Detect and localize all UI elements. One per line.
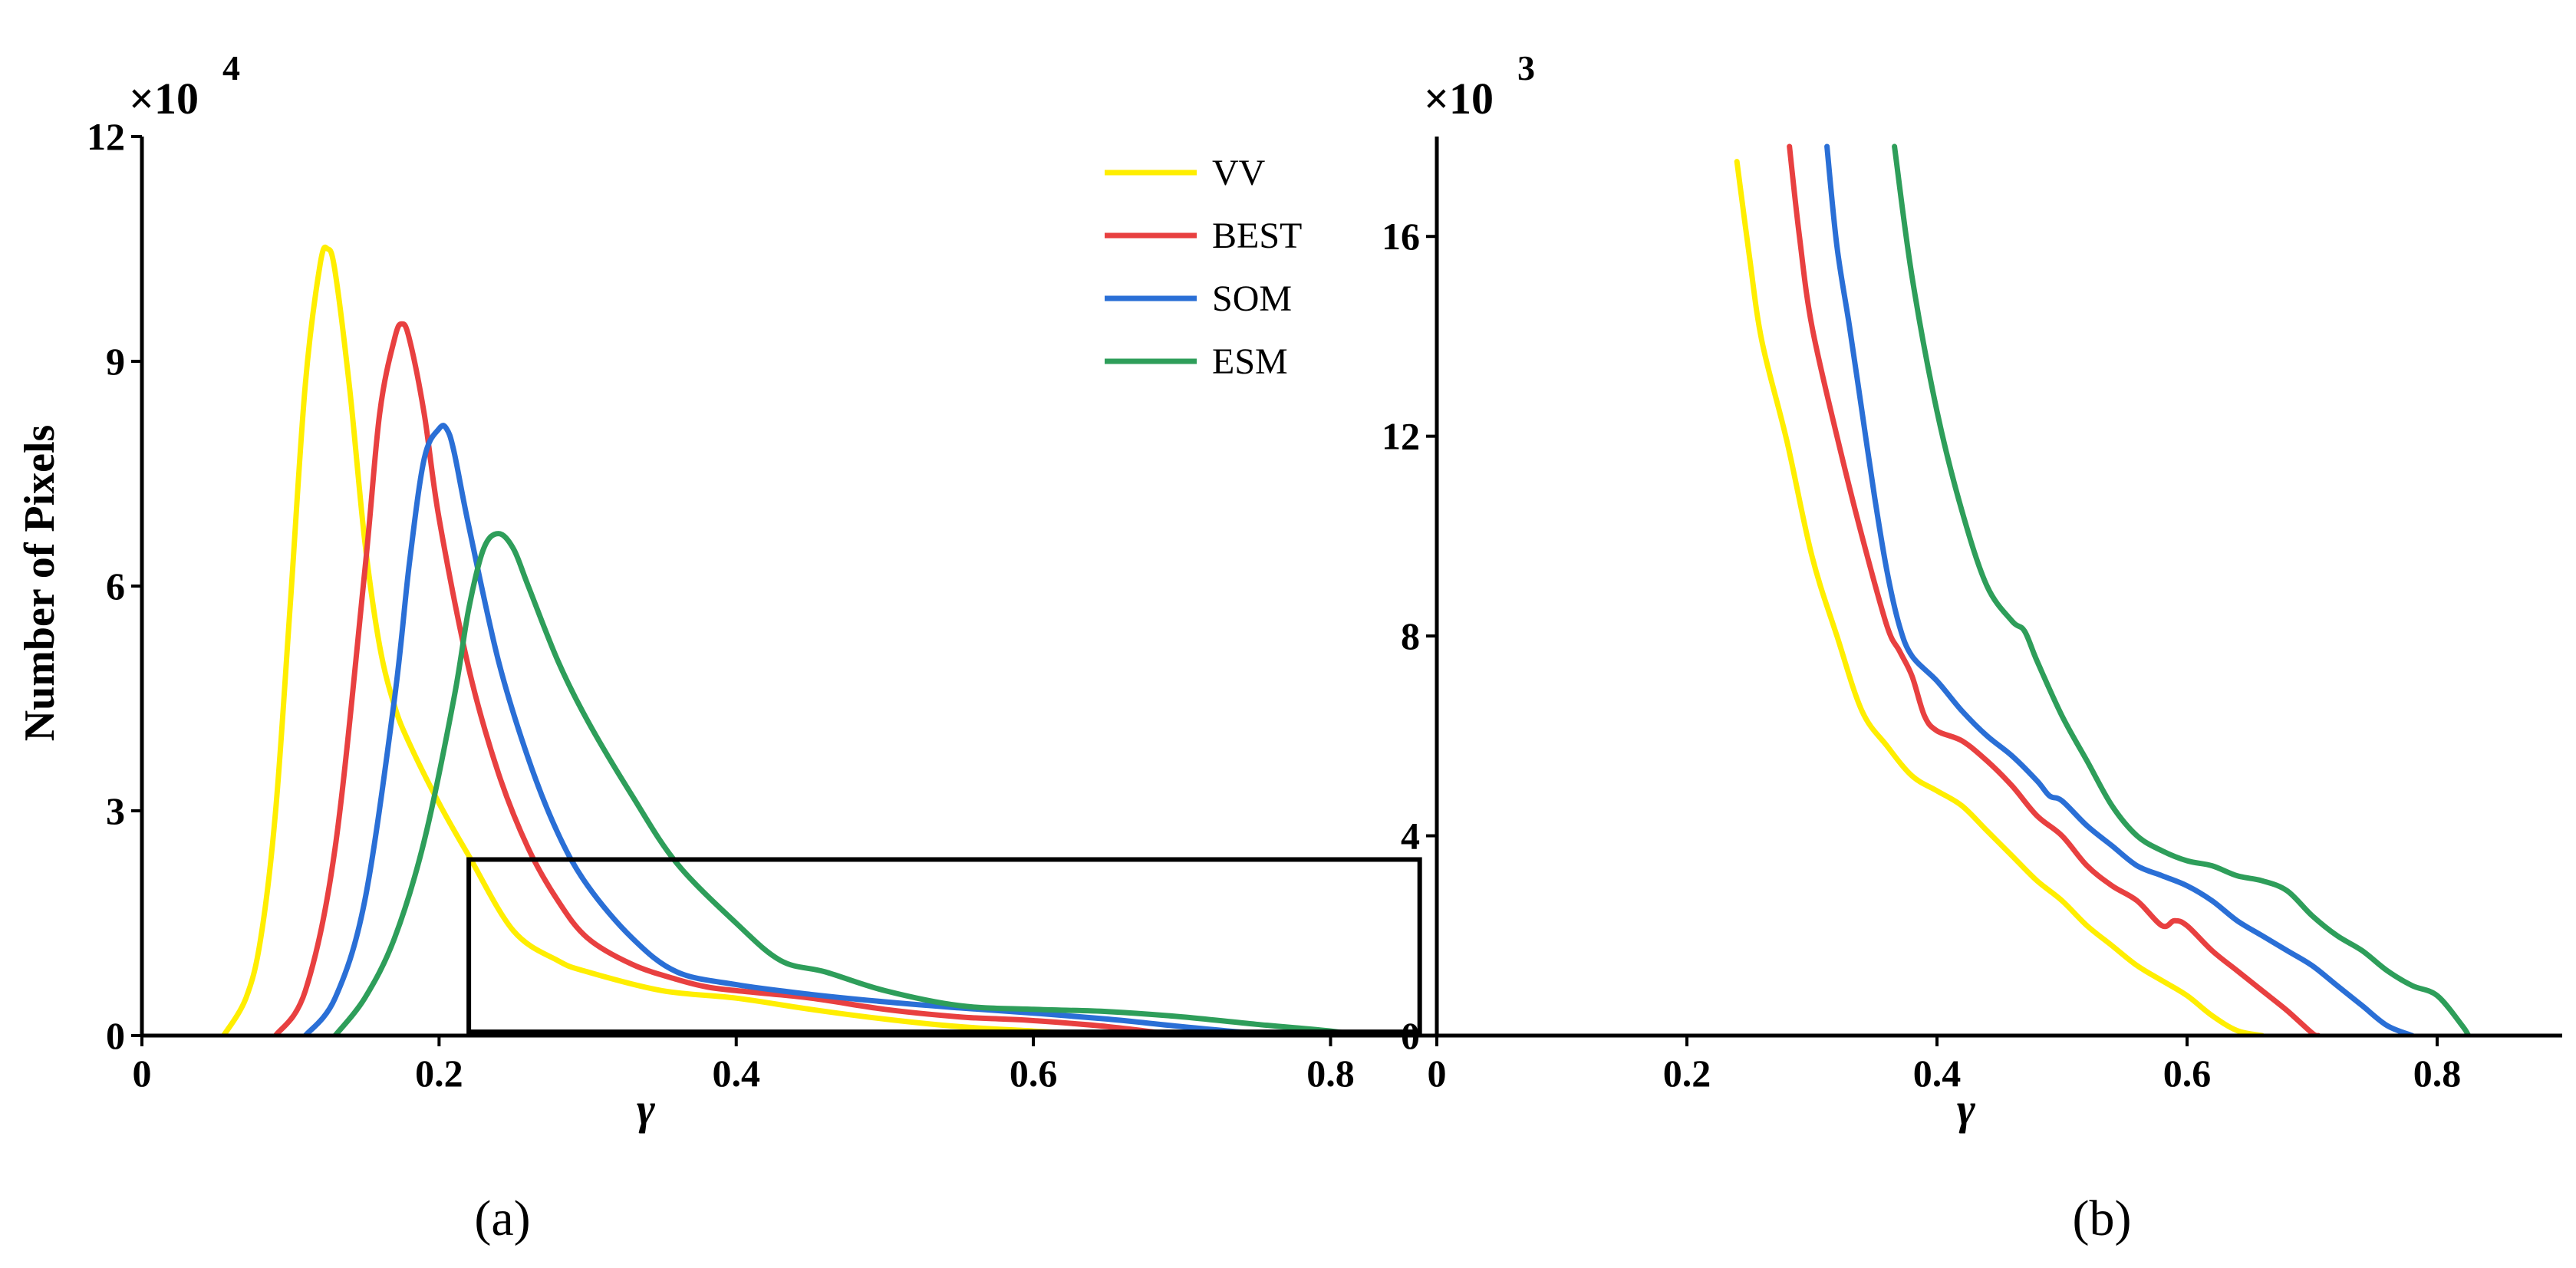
panel-b-series-vv-line: [1734, 159, 2265, 1037]
panel-b-x-tick-label: 0.8: [2413, 1052, 2462, 1095]
panel-a-y-tick-label: 9: [106, 340, 125, 383]
panel-a-y-axis-label: Number of Pixels: [16, 425, 64, 742]
panel-a-x-axis-label: γ: [637, 1084, 656, 1134]
panel-b-y-tick-label: 0: [1401, 1014, 1420, 1057]
legend: VV BEST SOM ESM: [1105, 153, 1302, 382]
panel-a-y-tick-label: 6: [106, 565, 125, 608]
panel-a-zoom-box: [466, 857, 1422, 1035]
panel-b-x-axis-label: γ: [1957, 1084, 1976, 1134]
panel-a-series-esm-line: [332, 531, 1363, 1037]
legend-label-best: BEST: [1212, 216, 1302, 256]
caption-a: (a): [474, 1191, 530, 1247]
panel-a-plot-area: 0 0.2 0.4 0.6 0.8 0 3 6 9 12: [87, 115, 1553, 1095]
panel-b-x-tick-label: 0.2: [1663, 1052, 1711, 1095]
panel-b-y-tick-label: 16: [1382, 215, 1420, 258]
panel-b-x-tick-label: 0: [1428, 1052, 1447, 1095]
panel-a-y-tick-label: 3: [106, 789, 125, 832]
panel-a-series-group: [221, 244, 1363, 1037]
panel-a-y-tick-label: 0: [106, 1014, 125, 1057]
panel-b-y-exponent: 3: [1517, 48, 1535, 87]
panel-b-series-som-line: [1824, 143, 2415, 1037]
panel-a-y-multiplier: ×10: [129, 74, 199, 124]
panel-b-y-tick-label: 4: [1401, 815, 1420, 858]
panel-b-series-esm-line: [1892, 143, 2472, 1037]
panel-b-series-group: [1734, 143, 2472, 1037]
panel-a-y-exponent: 4: [222, 48, 240, 87]
panel-a-series-best-line: [272, 321, 1185, 1037]
legend-label-esm: ESM: [1212, 341, 1288, 382]
panel-b-y-tick-label: 12: [1382, 415, 1420, 458]
panel-a-x-tick-label: 0.8: [1306, 1052, 1355, 1095]
panel-b-series-best-line: [1787, 143, 2321, 1037]
panel-a-x-tick-label: 0.4: [712, 1052, 760, 1095]
panel-a-series-som-line: [302, 423, 1304, 1037]
panel-a-x-tick-label: 0.6: [1010, 1052, 1058, 1095]
panel-b-y-multiplier: ×10: [1424, 74, 1494, 124]
panel-a-x-tick-label: 0: [133, 1052, 152, 1095]
panel-a-x-tick-label: 0.2: [415, 1052, 463, 1095]
panel-b-plot-area: 0 0.2 0.4 0.6 0.8 0 4 8 12 16: [1382, 137, 2562, 1095]
panel-b-y-tick-label: 8: [1401, 614, 1420, 657]
legend-label-som: SOM: [1212, 278, 1292, 319]
panel-a-y-tick-label: 12: [87, 115, 125, 158]
panel-b-chart: ×10 3 γ 0 0.2 0.4 0.6 0.8 0 4 8 12 16: [1382, 48, 2562, 1134]
caption-b: (b): [2073, 1191, 2132, 1247]
panel-a-chart: ×10 4 Number of Pixels γ 0 0.2 0.4 0.6 0.8 0 3…: [16, 48, 1553, 1134]
panel-b-x-tick-label: 0.6: [2163, 1052, 2212, 1095]
legend-label-vv: VV: [1212, 153, 1266, 193]
panel-b-x-tick-label: 0.4: [1913, 1052, 1962, 1095]
